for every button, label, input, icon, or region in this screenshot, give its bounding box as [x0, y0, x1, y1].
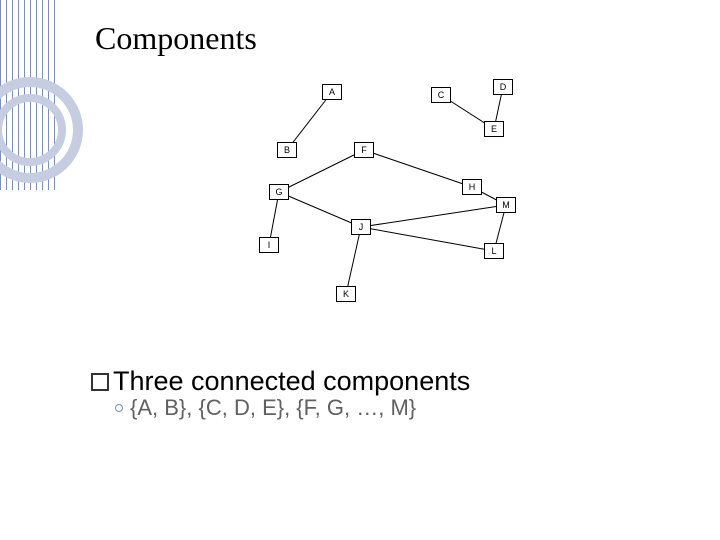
graph-diagram: A B C D E F G H I J K L M [259, 79, 559, 309]
graph-node-J: J [351, 219, 371, 235]
graph-node-L: L [484, 243, 504, 259]
slide: Components A B C D E F G H I J K L M Three connected… [0, 0, 720, 540]
bullet-text: Three connected components [113, 366, 470, 397]
graph-node-A: A [322, 84, 342, 100]
graph-edge [346, 227, 361, 294]
graph-edge [364, 150, 472, 187]
graph-edges [259, 79, 559, 309]
graph-edge [361, 227, 494, 251]
graph-node-B: B [277, 142, 297, 158]
graph-node-K: K [336, 286, 356, 302]
graph-node-G: G [269, 184, 289, 200]
bullet-checkbox-icon [91, 373, 109, 391]
graph-node-I: I [259, 237, 279, 253]
sub-bullet-marker-icon [115, 404, 123, 412]
graph-node-E: E [484, 121, 504, 137]
graph-node-H: H [462, 179, 482, 195]
graph-node-M: M [496, 197, 516, 213]
graph-edge [361, 205, 506, 227]
page-title: Components [95, 20, 257, 57]
graph-node-C: C [431, 87, 451, 103]
graph-edge [279, 192, 361, 227]
graph-node-F: F [354, 142, 374, 158]
sub-bullet-text: {A, B}, {C, D, E}, {F, G, …, M} [130, 395, 416, 421]
graph-node-D: D [493, 79, 513, 95]
